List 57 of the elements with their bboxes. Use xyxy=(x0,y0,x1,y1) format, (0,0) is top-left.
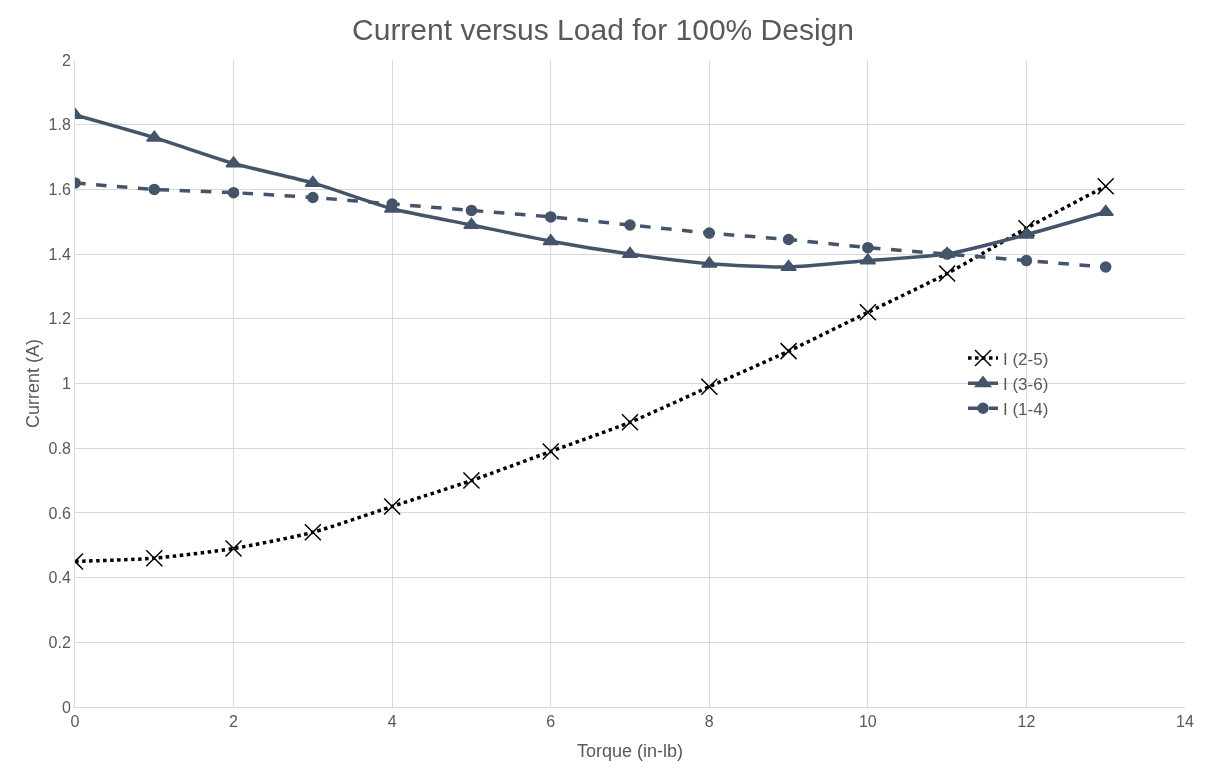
legend-label: I (2-5) xyxy=(1003,349,1049,369)
point xyxy=(621,413,639,432)
point xyxy=(465,204,478,217)
y-tick-label: 0 xyxy=(61,698,71,716)
x-tick-label: 6 xyxy=(546,713,556,731)
point xyxy=(542,233,559,246)
x-tick-label: 8 xyxy=(704,713,714,731)
point xyxy=(544,211,557,223)
y-tick-label: 0.2 xyxy=(48,633,71,651)
point xyxy=(1017,219,1036,237)
point xyxy=(383,497,401,516)
point xyxy=(703,227,716,239)
y-tick-label: 0.4 xyxy=(48,569,71,587)
point xyxy=(701,256,718,268)
y-tick-label: 1.6 xyxy=(48,181,71,198)
point xyxy=(146,130,163,142)
y-tick-label: 1.2 xyxy=(48,310,71,328)
point xyxy=(859,303,877,322)
point xyxy=(1096,177,1115,195)
point xyxy=(700,377,719,396)
x-tick-label: 4 xyxy=(387,713,397,731)
point xyxy=(782,233,795,246)
point xyxy=(1097,204,1114,217)
point xyxy=(463,217,480,229)
point xyxy=(304,523,322,542)
x-tick-label: 10 xyxy=(858,713,877,731)
point xyxy=(541,442,560,461)
point xyxy=(225,156,242,168)
x-tick-label: 14 xyxy=(1176,713,1194,731)
point xyxy=(621,246,639,259)
point xyxy=(624,219,636,231)
point xyxy=(1020,254,1033,267)
point xyxy=(307,191,319,204)
x-tick-label: 2 xyxy=(229,713,239,731)
legend-label: I (1-4) xyxy=(1003,399,1049,419)
point xyxy=(148,183,161,196)
point xyxy=(227,186,240,199)
point xyxy=(1018,227,1035,239)
y-tick-label: 1.4 xyxy=(48,245,71,263)
y-tick-label: 1.8 xyxy=(48,116,71,134)
y-tick-label: 1 xyxy=(61,375,71,393)
point xyxy=(1099,261,1112,273)
x-tick-label: 12 xyxy=(1017,713,1036,731)
legend-label: I (3-6) xyxy=(1003,374,1049,394)
point xyxy=(938,264,956,283)
point xyxy=(462,471,481,490)
y-axis-title: Current (A) xyxy=(22,338,43,429)
chart-title: Current versus Load for 100% Design xyxy=(352,13,854,47)
x-axis-title: Torque (in-lb) xyxy=(576,741,684,762)
y-tick-label: 2 xyxy=(61,51,71,69)
point xyxy=(224,539,243,558)
y-tick-label: 0.8 xyxy=(48,439,71,457)
point xyxy=(780,259,797,272)
y-tick-label: 0.6 xyxy=(48,504,71,522)
point xyxy=(779,342,798,360)
point xyxy=(145,549,164,567)
point xyxy=(862,241,874,254)
